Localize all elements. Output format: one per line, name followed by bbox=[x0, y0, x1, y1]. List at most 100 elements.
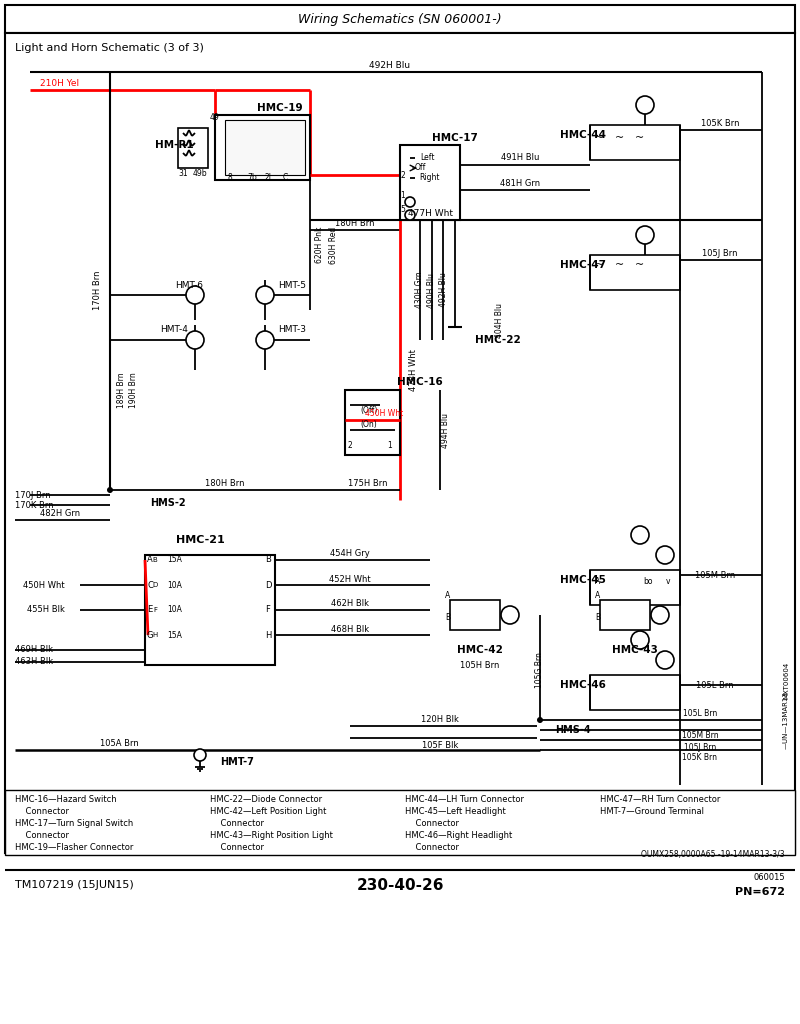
Text: ~: ~ bbox=[635, 260, 645, 270]
Text: C: C bbox=[147, 581, 153, 590]
Text: HMC-46: HMC-46 bbox=[560, 680, 606, 690]
Text: HMT-4: HMT-4 bbox=[160, 326, 188, 335]
Text: TM107219 (15JUN15): TM107219 (15JUN15) bbox=[15, 880, 134, 890]
Circle shape bbox=[656, 546, 674, 564]
Circle shape bbox=[631, 631, 649, 649]
Text: Light and Horn Schematic (3 of 3): Light and Horn Schematic (3 of 3) bbox=[15, 43, 204, 53]
Text: 468H Blk: 468H Blk bbox=[331, 625, 369, 634]
Bar bbox=[178, 128, 208, 168]
Text: 430H Grn: 430H Grn bbox=[415, 271, 425, 308]
Text: D: D bbox=[265, 581, 271, 590]
Text: HMT-6: HMT-6 bbox=[175, 281, 203, 290]
Circle shape bbox=[636, 226, 654, 244]
Text: 1: 1 bbox=[401, 190, 406, 200]
Text: 494H Blu: 494H Blu bbox=[441, 413, 450, 447]
Circle shape bbox=[631, 526, 649, 544]
Text: 482H Grn: 482H Grn bbox=[40, 509, 80, 517]
Text: MXT00604: MXT00604 bbox=[783, 662, 789, 698]
Text: 105M Brn: 105M Brn bbox=[682, 731, 718, 740]
Text: ~: ~ bbox=[595, 260, 605, 270]
Text: 481H Grn: 481H Grn bbox=[500, 178, 540, 187]
Bar bbox=[590, 125, 680, 160]
Text: E: E bbox=[147, 605, 153, 614]
Text: A: A bbox=[595, 592, 601, 600]
Text: 105J Brn: 105J Brn bbox=[684, 743, 716, 753]
Text: 10A: 10A bbox=[167, 581, 182, 590]
Text: 15A: 15A bbox=[167, 555, 182, 564]
Text: 491H Blu: 491H Blu bbox=[501, 154, 539, 163]
Circle shape bbox=[405, 197, 415, 207]
Text: HMC-22: HMC-22 bbox=[475, 335, 521, 345]
Text: 105L Brn: 105L Brn bbox=[696, 681, 734, 689]
Ellipse shape bbox=[164, 628, 186, 642]
Text: 620H Pnk: 620H Pnk bbox=[315, 226, 325, 263]
Polygon shape bbox=[448, 327, 462, 340]
Text: 490H Blu: 490H Blu bbox=[427, 272, 437, 307]
Text: HMC-16—Hazard Switch: HMC-16—Hazard Switch bbox=[15, 796, 117, 805]
Text: Left: Left bbox=[420, 154, 434, 163]
Text: 454H Gry: 454H Gry bbox=[330, 550, 370, 558]
Circle shape bbox=[186, 331, 204, 349]
Text: D: D bbox=[152, 582, 158, 588]
Text: 31: 31 bbox=[178, 169, 188, 177]
Text: ~: ~ bbox=[615, 260, 625, 270]
Text: 463H Blk: 463H Blk bbox=[15, 657, 53, 667]
Text: 105H Brn: 105H Brn bbox=[460, 660, 500, 670]
Text: 477H Wht: 477H Wht bbox=[407, 209, 453, 217]
Circle shape bbox=[405, 210, 415, 220]
Text: B: B bbox=[153, 557, 158, 563]
Text: A: A bbox=[446, 592, 450, 600]
Text: Connector: Connector bbox=[405, 819, 459, 828]
Text: 170K Brn: 170K Brn bbox=[15, 501, 54, 510]
Circle shape bbox=[256, 331, 274, 349]
Text: B: B bbox=[446, 613, 450, 623]
Bar bbox=[590, 570, 680, 605]
Text: HM-R1: HM-R1 bbox=[155, 140, 194, 150]
Text: 105G Brn: 105G Brn bbox=[535, 652, 545, 688]
Text: 404H Blu: 404H Blu bbox=[495, 302, 505, 338]
Text: 190H Brn: 190H Brn bbox=[129, 372, 138, 408]
Text: HMC-19—Flasher Connector: HMC-19—Flasher Connector bbox=[15, 844, 134, 853]
Text: 49: 49 bbox=[210, 114, 220, 123]
Bar bbox=[215, 115, 310, 180]
Text: A: A bbox=[595, 578, 601, 587]
Text: ~: ~ bbox=[635, 133, 645, 143]
Text: 105K Brn: 105K Brn bbox=[701, 119, 739, 128]
Text: v: v bbox=[666, 578, 670, 587]
Text: 1: 1 bbox=[388, 440, 392, 450]
Text: 10A: 10A bbox=[167, 605, 182, 614]
Text: HMC-46—Right Headlight: HMC-46—Right Headlight bbox=[405, 831, 512, 841]
Text: 630H Red: 630H Red bbox=[329, 226, 338, 263]
Text: (Off): (Off) bbox=[360, 406, 378, 415]
Text: 5: 5 bbox=[401, 206, 406, 214]
Bar bbox=[590, 255, 680, 290]
Text: 492H Blu: 492H Blu bbox=[438, 272, 447, 307]
Ellipse shape bbox=[164, 553, 186, 567]
Text: 8: 8 bbox=[228, 172, 232, 181]
Text: 455H Blk: 455H Blk bbox=[27, 605, 65, 614]
Text: Connector: Connector bbox=[210, 844, 264, 853]
Text: 105F Blk: 105F Blk bbox=[422, 740, 458, 750]
Text: Right: Right bbox=[419, 173, 439, 182]
Text: 170H Brn: 170H Brn bbox=[93, 270, 102, 309]
Text: 060015: 060015 bbox=[754, 873, 785, 883]
Bar bbox=[600, 600, 650, 630]
Text: 170J Brn: 170J Brn bbox=[15, 490, 50, 500]
Text: HMC-16: HMC-16 bbox=[397, 377, 443, 387]
Circle shape bbox=[651, 606, 669, 624]
Text: HMC-42—Left Position Light: HMC-42—Left Position Light bbox=[210, 808, 326, 816]
Text: HMC-17: HMC-17 bbox=[432, 133, 478, 143]
Bar bbox=[400, 145, 460, 220]
Text: H: H bbox=[265, 631, 271, 640]
Text: HMC-47—RH Turn Connector: HMC-47—RH Turn Connector bbox=[600, 796, 720, 805]
Text: HMC-19: HMC-19 bbox=[257, 103, 303, 113]
Bar bbox=[345, 390, 400, 455]
Text: 49b: 49b bbox=[193, 169, 207, 177]
Bar bbox=[5, 5, 795, 33]
Text: HMC-45—Left Headlight: HMC-45—Left Headlight bbox=[405, 808, 506, 816]
Text: 105L Brn: 105L Brn bbox=[683, 709, 717, 718]
Text: A: A bbox=[147, 555, 153, 564]
Text: 105M Brn: 105M Brn bbox=[695, 570, 735, 580]
Text: 492H Blu: 492H Blu bbox=[370, 61, 410, 71]
Bar bbox=[145, 555, 275, 665]
